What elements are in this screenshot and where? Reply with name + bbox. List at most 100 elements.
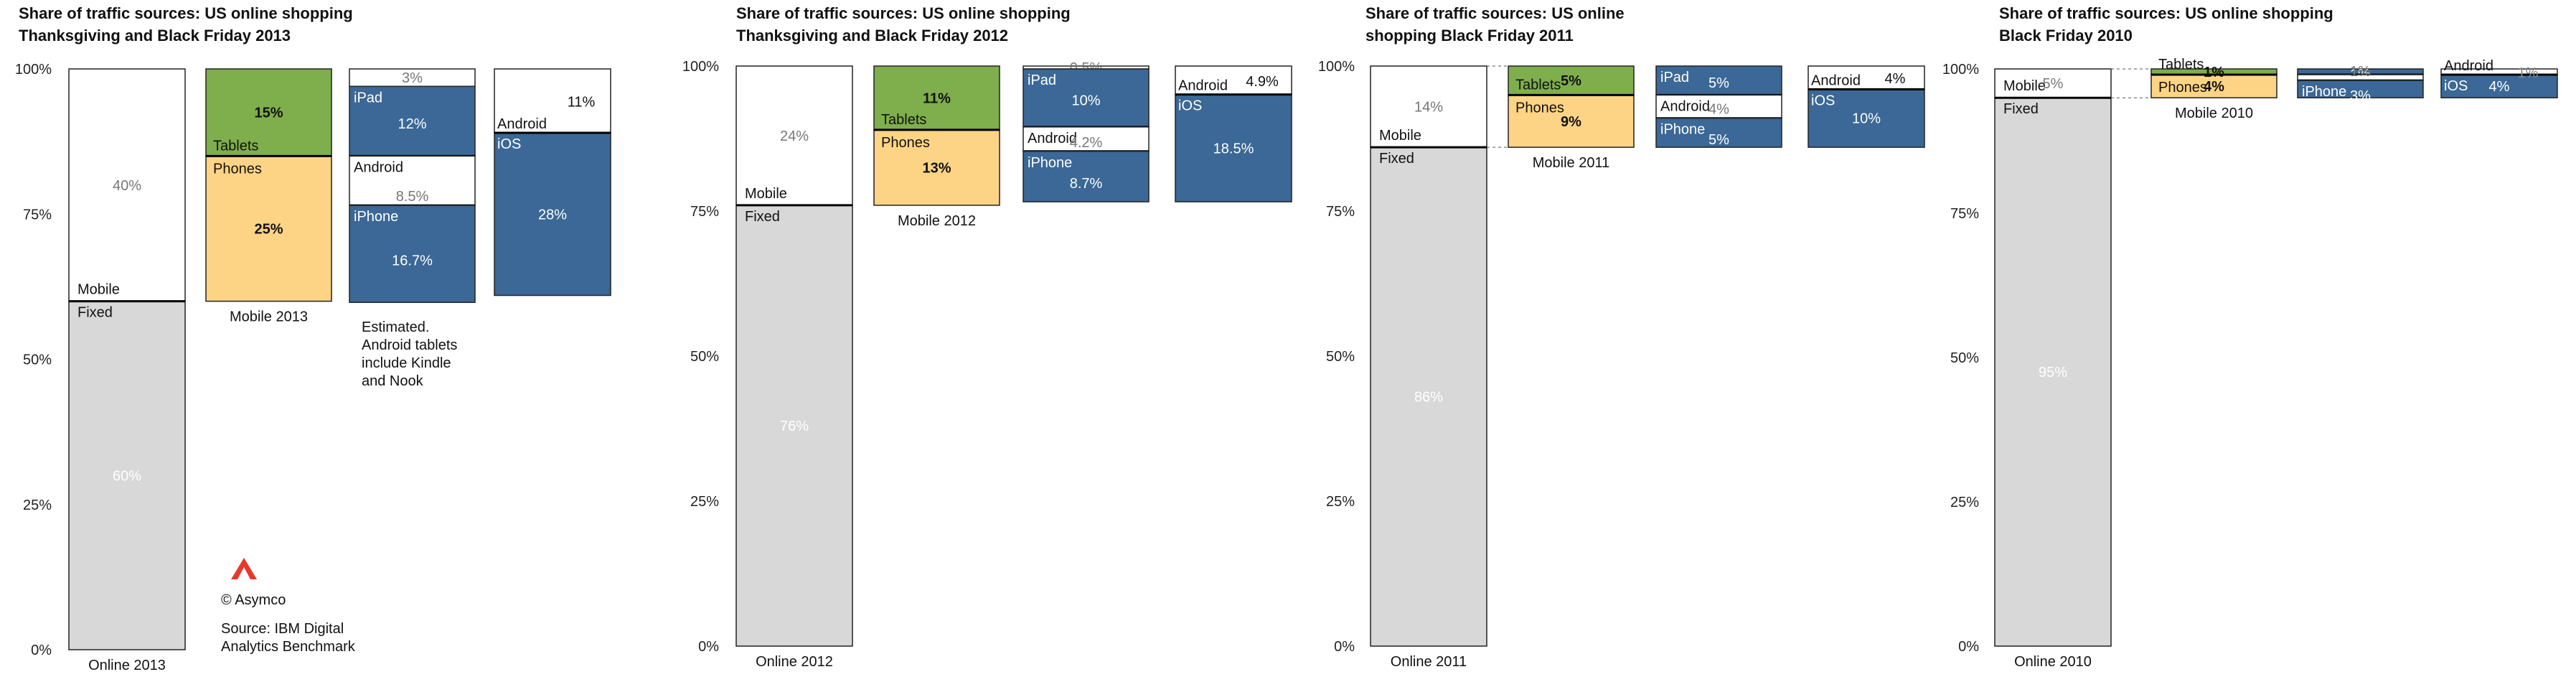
estimate-note: and Nook (362, 373, 424, 389)
android-total-label: Android (1178, 78, 1228, 94)
ios-total-value: 10% (1852, 111, 1881, 127)
mobile-caption: Mobile 2013 (230, 309, 308, 325)
tablets-label: Tablets (213, 138, 258, 154)
android-total-label: Android (2444, 58, 2493, 74)
fixed-label: Fixed (1379, 151, 1414, 167)
chart-title: Share of traffic sources: US online shop… (19, 4, 353, 22)
fixed-label: Fixed (745, 209, 780, 225)
chart-title: Thanksgiving and Black Friday 2013 (19, 27, 291, 45)
chart-title: shopping Black Friday 2011 (1365, 27, 1574, 45)
y-tick-label: 25% (1326, 494, 1355, 510)
phones-value-label: 13% (922, 160, 951, 176)
mobile-value-label: 5% (2043, 76, 2064, 92)
y-tick-label: 100% (1318, 59, 1355, 75)
fixed-value-label: 76% (780, 419, 809, 434)
tablets-value-label: 11% (923, 90, 951, 106)
iphone-label: iPhone (1028, 155, 1072, 171)
iphone-label: iPhone (1660, 122, 1705, 138)
y-tick-label: 100% (682, 59, 719, 75)
mobile-value-label: 24% (780, 129, 809, 144)
ios-total-value: 4% (2489, 79, 2510, 95)
y-tick-label: 50% (23, 352, 52, 368)
iphone-label: iPhone (354, 209, 398, 225)
ipad-label: iPad (1028, 73, 1056, 88)
mobile-value-label: 40% (113, 178, 141, 194)
y-tick-label: 0% (1334, 639, 1355, 655)
y-tick-label: 75% (1326, 204, 1355, 220)
phones-value-label: 9% (1561, 114, 1581, 130)
y-tick-label: 25% (690, 494, 719, 510)
android-total-value: 1% (2518, 65, 2539, 81)
y-tick-label: 0% (1958, 639, 1979, 655)
mobile-caption: Mobile 2012 (898, 213, 976, 229)
android-phone-value: 4.2% (1070, 135, 1103, 151)
online-caption: Online 2011 (1391, 654, 1467, 670)
source-text: Source: IBM Digital (221, 621, 344, 637)
phones-label: Phones (881, 135, 930, 151)
ios-total-value: 18.5% (1213, 141, 1254, 157)
estimate-note: Android tablets (362, 337, 457, 353)
tablets-value-label: 15% (254, 106, 283, 121)
iphone-value: 5% (1708, 132, 1729, 148)
estimate-note: Estimated. (362, 319, 429, 335)
y-tick-label: 100% (15, 62, 52, 78)
online-caption: Online 2010 (2014, 654, 2092, 670)
android-phone-label: Android (354, 159, 403, 175)
mobile-value-label: 14% (1414, 100, 1443, 116)
y-tick-label: 50% (1326, 349, 1355, 365)
y-tick-label: 25% (1950, 495, 1979, 510)
mobile-label: Mobile (745, 186, 787, 202)
android-total-value: 4.9% (1246, 74, 1279, 90)
ios-total-label: iOS (1178, 98, 1202, 114)
ios-total-label: iOS (1811, 93, 1835, 108)
mobile-label: Mobile (77, 282, 120, 298)
ipad-value: 12% (398, 116, 426, 132)
iphone-value: 8.7% (1070, 176, 1103, 192)
ipad-value: 10% (1071, 93, 1100, 108)
tablets-label: Tablets (1515, 77, 1561, 93)
fixed-value-label: 86% (1414, 390, 1443, 406)
mobile-caption: Mobile 2011 (1533, 155, 1609, 171)
online-caption: Online 2012 (756, 654, 833, 670)
copyright-text: © Asymco (221, 592, 286, 608)
android-tablet-value: 3% (402, 70, 423, 86)
mobile-caption: Mobile 2010 (2175, 106, 2253, 121)
tablets-value-label: 1% (2204, 65, 2224, 80)
y-tick-label: 75% (690, 204, 719, 220)
android-total-value: 4% (1885, 71, 1906, 87)
fixed-label: Fixed (77, 305, 113, 321)
android-total-label: Android (1811, 73, 1861, 88)
y-tick-label: 25% (23, 498, 52, 513)
phones-label: Phones (2158, 80, 2207, 95)
chart-title: Thanksgiving and Black Friday 2012 (736, 27, 1008, 45)
ipad-value: 5% (1708, 75, 1729, 91)
tablets-label: Tablets (2158, 57, 2204, 73)
fixed-value-label: 95% (2039, 365, 2067, 380)
phones-label: Phones (213, 161, 262, 177)
phones-value-label: 4% (2204, 79, 2224, 95)
android-phone-label: Android (1660, 98, 1710, 114)
ipad-label: iPad (1660, 70, 1689, 85)
iphone-label: iPhone (2302, 84, 2346, 100)
ios-total-value: 28% (538, 207, 567, 223)
android-phone-value: 4% (1708, 102, 1729, 118)
ios-total-label: iOS (497, 136, 521, 152)
y-tick-label: 0% (31, 643, 52, 658)
phones-value-label: 25% (254, 221, 283, 237)
chart-title: Share of traffic sources: US online shop… (1999, 4, 2333, 22)
tablets-label: Tablets (881, 112, 926, 128)
source-text: Analytics Benchmark (221, 639, 356, 655)
y-tick-label: 50% (1950, 350, 1979, 366)
traffic-share-charts: Share of traffic sources: US online shop… (0, 0, 2576, 682)
ios-total-label: iOS (2444, 78, 2468, 94)
android-total-value: 11% (568, 94, 596, 110)
android-phone-value: 8.5% (396, 189, 429, 205)
fixed-label: Fixed (2003, 101, 2039, 117)
y-tick-label: 0% (698, 639, 719, 655)
phones-label: Phones (1515, 100, 1564, 116)
chart-title: Share of traffic sources: US online (1365, 4, 1625, 22)
android-phone-value: 1% (2350, 64, 2371, 80)
y-tick-label: 100% (1942, 62, 1979, 78)
estimate-note: include Kindle (362, 355, 451, 371)
y-tick-label: 50% (690, 349, 719, 365)
